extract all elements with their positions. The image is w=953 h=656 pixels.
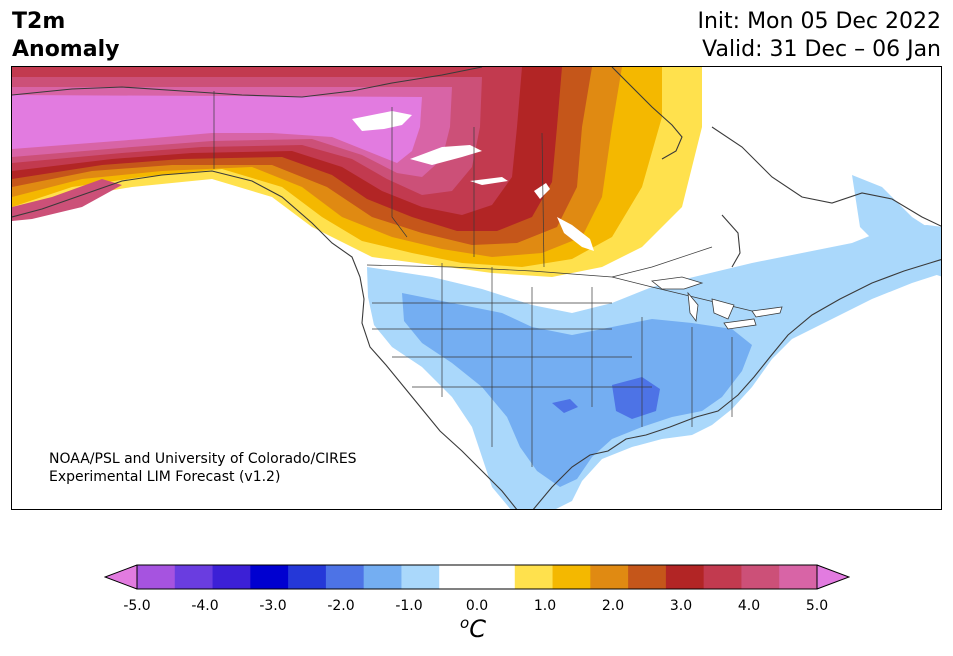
- cool-blue-core: [612, 377, 660, 419]
- colorbar-cell: [741, 565, 780, 589]
- colorbar-right-arrow: [816, 564, 850, 590]
- great-lakes: [651, 276, 783, 330]
- map-canvas: [12, 67, 941, 509]
- colorbar-tick-label: 2.0: [601, 598, 625, 614]
- coastlines: [12, 67, 941, 509]
- great-bear-lake: [352, 111, 412, 131]
- colorbar-cell: [779, 565, 818, 589]
- credit-text: NOAA/PSL and University of Colorado/CIRE…: [49, 450, 357, 486]
- lake-athabasca: [470, 177, 508, 185]
- colorbar-cell: [401, 565, 440, 589]
- colorbar-tick-label: 3.0: [669, 598, 693, 614]
- colorbar-cell: [137, 565, 176, 589]
- unit-letter: C: [469, 615, 486, 643]
- colorbar-unit: oC: [460, 614, 486, 643]
- colorbar-cell: [325, 565, 365, 589]
- credit-line-2: Experimental LIM Forecast (v1.2): [49, 469, 281, 485]
- great-slave-lake: [410, 145, 482, 165]
- colorbar-tick-label: -1.0: [395, 598, 423, 614]
- forecast-dates: Init: Mon 05 Dec 2022 Valid: 31 Dec – 06…: [698, 8, 942, 64]
- unit-degree: o: [460, 614, 470, 632]
- title-variable: T2m: [12, 9, 66, 34]
- credit-line-1: NOAA/PSL and University of Colorado/CIRE…: [49, 451, 357, 467]
- reindeer-lake: [534, 183, 550, 199]
- cool-blue-spot: [552, 399, 578, 413]
- init-date: Init: Mon 05 Dec 2022: [697, 9, 942, 34]
- colorbar-cell: [552, 565, 591, 589]
- colorbar-extend-low: [105, 565, 137, 589]
- colorbar-left-arrow: [104, 564, 138, 590]
- colorbar-cell: [363, 565, 402, 589]
- colorbar-cell: [665, 565, 705, 589]
- colorbar-cell: [590, 565, 629, 589]
- colorbar-cells: [105, 565, 849, 589]
- colorbar-cell: [288, 565, 327, 589]
- colorbar-tick-label: -4.0: [191, 598, 219, 614]
- cool-mid-blue-region: [402, 293, 752, 487]
- colorbar-cell: [703, 565, 742, 589]
- cool-light-blue-northeast: [852, 175, 941, 277]
- colorbar-tick-label: 0.0: [465, 598, 489, 614]
- colorbar-tick-label: -2.0: [327, 598, 355, 614]
- colorbar-extend-high: [817, 565, 849, 589]
- colorbar-cell: [250, 565, 289, 589]
- colorbar-cell: [174, 565, 214, 589]
- colorbar-cell: [628, 565, 667, 589]
- colorbar-cell: [477, 565, 516, 589]
- warm-pink-core: [12, 95, 422, 163]
- valid-date: Valid: 31 Dec – 06 Jan: [702, 37, 941, 62]
- colorbar-tick-label: -5.0: [123, 598, 151, 614]
- colorbar-cell: [439, 565, 478, 589]
- colorbar: [104, 564, 850, 590]
- colorbar-cell: [212, 565, 251, 589]
- colorbar-ticks: -5.0 -4.0 -3.0 -2.0 -1.0 0.0 1.0 2.0 3.0 4.0 5.0: [0, 598, 953, 618]
- colorbar-tick-label: 5.0: [805, 598, 829, 614]
- colorbar-tick-label: 4.0: [737, 598, 761, 614]
- colorbar-cell: [514, 565, 554, 589]
- colorbar-tick-label: 1.0: [533, 598, 557, 614]
- title-subtitle: Anomaly: [12, 37, 120, 62]
- map-title: T2m Anomaly: [12, 8, 119, 64]
- colorbar-outline: [136, 564, 818, 590]
- anomaly-map: [11, 66, 942, 510]
- colorbar-tick-label: -3.0: [259, 598, 287, 614]
- lake-winnipeg: [557, 217, 594, 251]
